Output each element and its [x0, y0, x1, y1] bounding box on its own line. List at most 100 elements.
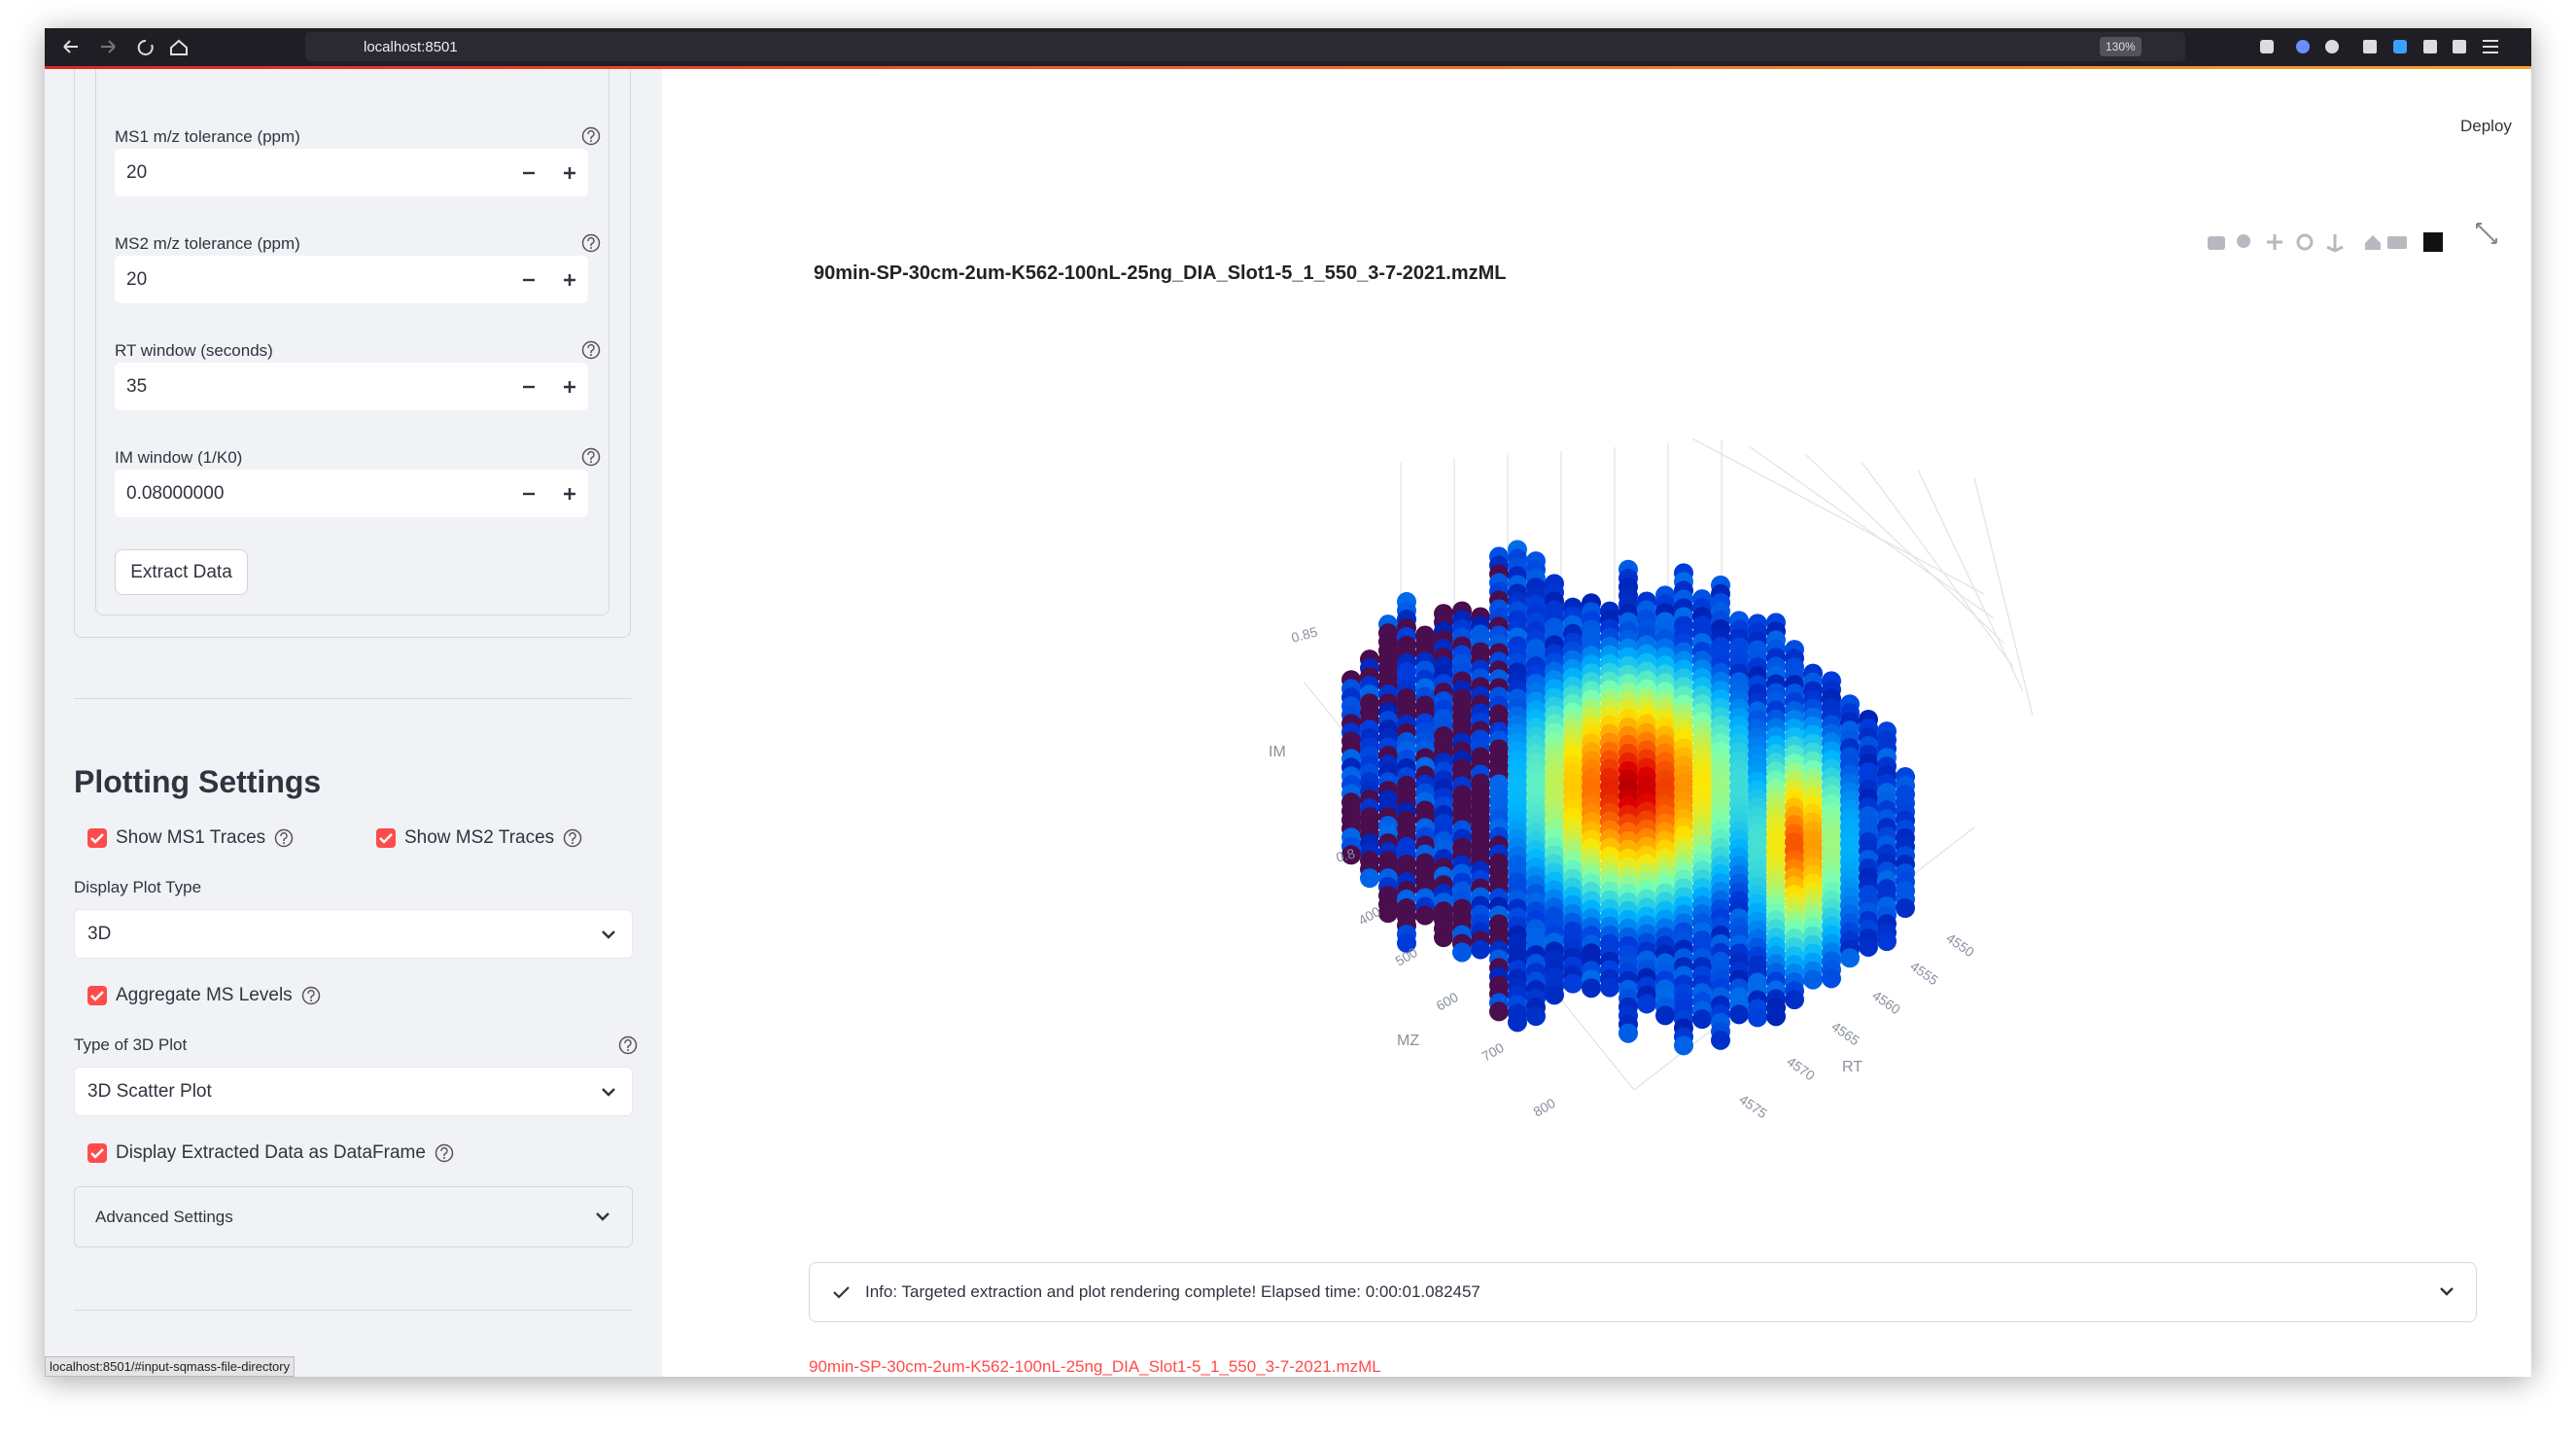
scatter-point: [1674, 1035, 1693, 1056]
help-icon[interactable]: [434, 1142, 455, 1164]
deploy-button[interactable]: Deploy: [2460, 117, 2512, 135]
help-icon[interactable]: [580, 339, 602, 361]
scatter-point: [1452, 942, 1472, 963]
scatter-point: [1526, 1006, 1546, 1027]
chevron: [602, 930, 615, 939]
forward-icon: [101, 40, 116, 53]
help-icon[interactable]: [562, 827, 583, 849]
ext-icon[interactable]: [2423, 40, 2437, 53]
input-value: 35: [126, 376, 148, 397]
section-title: Plotting Settings: [74, 764, 322, 799]
axis-tick-label: 600: [1434, 989, 1461, 1014]
grid-line-3d: [1973, 476, 2034, 717]
axis-tick-label: 4570: [1784, 1053, 1818, 1083]
url-bar[interactable]: localhost:8501 130%: [305, 32, 2185, 61]
help-icon[interactable]: [300, 985, 322, 1006]
ext-icon[interactable]: [2260, 40, 2274, 53]
number-input[interactable]: 20: [115, 149, 588, 196]
scatter-point: [1877, 931, 1897, 952]
input-value: 20: [126, 269, 148, 290]
modebar-zoom[interactable]: [2237, 234, 2250, 248]
checkbox[interactable]: [376, 828, 396, 848]
chevron: [2440, 1287, 2454, 1296]
checkbox[interactable]: [87, 986, 107, 1005]
step-button[interactable]: [521, 272, 537, 288]
info-expander[interactable]: Info: Targeted extraction and plot rende…: [809, 1262, 2477, 1322]
step-button[interactable]: [562, 379, 577, 395]
modebar-logo[interactable]: [2423, 232, 2443, 252]
fullscreen-icon[interactable]: [2476, 223, 2497, 244]
extract-button[interactable]: Extract Data: [115, 549, 248, 595]
modebar-camera-reset[interactable]: [2387, 236, 2407, 249]
step-button[interactable]: [521, 379, 537, 395]
scatter-point: [1378, 903, 1398, 924]
ext-icon[interactable]: [2325, 40, 2339, 53]
modebar[interactable]: [2208, 223, 2497, 253]
plot-3d[interactable]: IM0.850.8400500600700800MZ45504555456045…: [662, 69, 2531, 1236]
checkbox-label: Display Extracted Data as DataFrame: [116, 1142, 426, 1163]
menu-icon[interactable]: [2483, 40, 2498, 53]
scatter-point: [1692, 1009, 1712, 1030]
help-icon[interactable]: [580, 125, 602, 147]
scatter-point: [1859, 936, 1878, 957]
axis-tick-label: 700: [1479, 1039, 1507, 1065]
checkbox[interactable]: [87, 1143, 107, 1163]
chevron: [602, 1088, 615, 1097]
modebar-orbit[interactable]: [2296, 233, 2314, 251]
number-input[interactable]: 35: [115, 363, 588, 410]
step-button[interactable]: [521, 486, 537, 502]
scatter-point: [1582, 978, 1601, 999]
grid-line-3d: [1861, 461, 2014, 668]
plot-title: 90min-SP-30cm-2um-K562-100nL-25ng_DIA_Sl…: [814, 263, 1507, 284]
reload-icon[interactable]: [137, 39, 154, 55]
number-input[interactable]: 20: [115, 256, 588, 303]
scatter-point: [1711, 1030, 1730, 1050]
step-button[interactable]: [562, 165, 577, 181]
help-icon[interactable]: [273, 827, 295, 849]
plot3d-select[interactable]: 3D Scatter Plot: [74, 1067, 633, 1116]
help-icon[interactable]: [580, 446, 602, 468]
ext-icon[interactable]: [2296, 40, 2310, 53]
modebar-home[interactable]: [2365, 235, 2381, 250]
zoom-badge[interactable]: 130%: [2100, 37, 2141, 56]
scatter-point: [1434, 928, 1453, 948]
main-area: Deploy 90min-SP-30cm-2um-K562-100nL-25ng…: [662, 69, 2531, 1377]
modebar-camera[interactable]: [2208, 236, 2225, 250]
step-button[interactable]: [562, 272, 577, 288]
axis-title: RT: [1842, 1059, 1862, 1075]
divider: [74, 698, 631, 699]
axis-tick-label: 500: [1393, 944, 1420, 969]
help-icon[interactable]: [580, 232, 602, 254]
home-icon[interactable]: [170, 39, 188, 55]
modebar-turntable[interactable]: [2326, 234, 2344, 253]
help-icon[interactable]: [617, 1035, 639, 1056]
ext-icon[interactable]: [2393, 40, 2407, 53]
check-icon: [833, 1286, 850, 1299]
ext-icon[interactable]: [2363, 40, 2377, 53]
axis-tick-label: 4555: [1907, 958, 1941, 988]
step-button[interactable]: [562, 486, 577, 502]
axis-title: MZ: [1397, 1033, 1419, 1049]
browser-window: localhost:8501 130% MS1 m/z tolerance (p…: [45, 28, 2531, 1377]
axis-tick-label: 0.85: [1290, 623, 1320, 646]
ext-icon[interactable]: [2453, 40, 2466, 53]
modebar-pan[interactable]: [2267, 234, 2282, 250]
plot-type-select[interactable]: 3D: [74, 909, 633, 959]
scatter-point: [1545, 985, 1564, 1005]
scatter-point: [1489, 1001, 1509, 1022]
input-label: RT window (seconds): [115, 341, 273, 360]
scatter-point: [1397, 932, 1416, 953]
step-button[interactable]: [521, 165, 537, 181]
expander-box: [74, 69, 631, 638]
advanced-expander[interactable]: Advanced Settings: [74, 1186, 633, 1247]
back-icon[interactable]: [63, 40, 78, 53]
scatter-point: [1822, 968, 1841, 989]
axis-title: IM: [1269, 744, 1286, 760]
scatter-point: [1785, 990, 1804, 1010]
checkbox[interactable]: [87, 828, 107, 848]
number-input[interactable]: 0.08000000: [115, 470, 588, 517]
form-box: [95, 69, 609, 615]
grid-line-3d: [1917, 469, 2024, 692]
scatter-point: [1896, 897, 1915, 918]
tab[interactable]: 90min-SP-30cm-2um-K562-100nL-25ng_DIA_Sl…: [809, 1357, 1381, 1377]
